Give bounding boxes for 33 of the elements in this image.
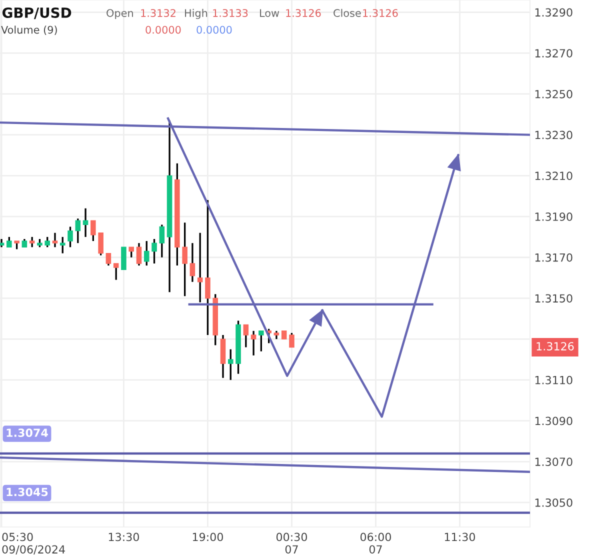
y-tick-label: 1.3070	[535, 458, 572, 466]
ref-line-label: 1.3045	[6, 488, 48, 496]
y-tick-label: 1.3170	[535, 253, 572, 262]
y-tick-label: 1.3290	[535, 8, 572, 17]
annotation: 1.3133	[213, 9, 248, 17]
annotation: Open	[106, 9, 133, 19]
annotation: 1.3126	[363, 9, 398, 17]
chart-title: GBP/USD	[2, 7, 72, 20]
annotation: 0.0000	[146, 26, 181, 34]
text: 1.3126	[536, 342, 574, 350]
y-tick-label: 1.3230	[535, 130, 572, 140]
y-tick-label: 1.3210	[535, 172, 572, 180]
y-tick-label: 1.3050	[535, 498, 572, 507]
x-tick-label: 00:30 07	[276, 532, 307, 554]
annotation: 1.3132	[141, 9, 176, 17]
y-tick-label: 1.3190	[535, 212, 572, 221]
annotation: Close	[334, 8, 361, 17]
y-tick-label: 1.3250	[535, 90, 572, 98]
x-tick-label: 13:30	[108, 532, 139, 542]
annotation: Volume (9)	[1, 26, 57, 35]
y-tick-label: 1.3110	[535, 376, 572, 384]
x-tick-label: 05:30 09/06/2024	[2, 532, 65, 554]
x-tick-label: 19:00	[192, 532, 223, 542]
annotation: High	[185, 8, 208, 19]
ref-line-label: 1.3074	[6, 428, 48, 437]
annotation: 0.0000	[196, 26, 232, 34]
y-tick-label: 1.3150	[535, 294, 572, 303]
y-tick-label: 1.3090	[535, 416, 572, 426]
x-tick-label: 06:00 07	[360, 532, 392, 554]
y-tick-label: 1.3270	[535, 49, 572, 58]
annotation: Low	[260, 9, 280, 17]
annotation: 1.3126	[286, 9, 321, 17]
x-tick-label: 11:30	[444, 532, 476, 542]
